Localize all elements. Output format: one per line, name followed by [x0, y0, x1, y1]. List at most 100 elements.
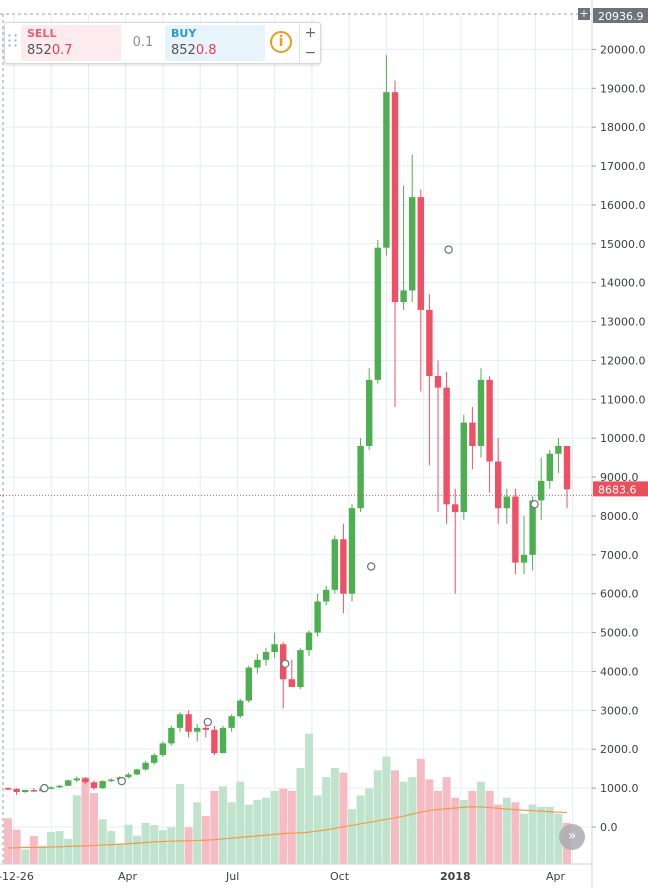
event-marker	[530, 500, 539, 509]
candle-body	[486, 379, 493, 462]
volume-bar	[210, 790, 219, 864]
candle-body	[262, 652, 270, 660]
event-marker	[117, 776, 127, 786]
candle-body	[452, 504, 459, 513]
event-marker	[444, 245, 453, 254]
candle-body	[142, 762, 149, 770]
volume-moving-average	[7, 806, 568, 849]
candle-body	[168, 727, 175, 744]
volume-bar	[124, 824, 133, 864]
price-tick-label: 15000.0	[600, 238, 646, 251]
volume-bar	[98, 819, 107, 864]
increase-button[interactable]: +	[304, 25, 317, 41]
volume-bars	[4, 733, 571, 864]
candle-body	[546, 453, 553, 481]
volume-bar	[554, 813, 563, 864]
volume-bar	[313, 795, 322, 864]
candle-body	[434, 375, 442, 388]
candle-body	[288, 679, 295, 688]
volume-bar	[451, 797, 460, 864]
volume-bar	[115, 843, 124, 864]
sell-price-base: 852	[27, 43, 52, 58]
volume-bar	[4, 818, 12, 864]
volume-bar	[305, 733, 313, 864]
volume-bar	[322, 777, 331, 864]
price-tick-label: 0.0	[600, 821, 618, 834]
volume-bar	[477, 781, 485, 864]
price-tick-label: 3000.0	[600, 704, 639, 717]
candle-body	[219, 727, 227, 754]
candle-body	[520, 554, 528, 563]
volume-bar	[12, 829, 21, 864]
volume-bar	[485, 790, 494, 864]
candle-body	[65, 780, 72, 786]
volume-bar	[270, 790, 279, 864]
volume-bar	[502, 797, 511, 864]
price-tick-label: 14000.0	[600, 277, 646, 290]
price-axis[interactable]: 20000.0 19000.0 18000.0 17000.0 16000.0 15000…	[592, 0, 648, 889]
volume-bar	[459, 800, 468, 864]
volume-bar	[184, 827, 193, 864]
candle-body	[82, 778, 89, 783]
volume-bar	[391, 770, 399, 864]
volume-bar	[296, 768, 305, 864]
buy-button[interactable]: BUY 8520.8	[165, 25, 265, 61]
top-price-label: 20936.9	[598, 10, 644, 23]
drag-handle-icon[interactable]: ∙∙ ∙∙ ∙∙	[7, 31, 20, 50]
price-axis-background	[593, 0, 648, 889]
price-tick-label: 7000.0	[600, 549, 639, 562]
sell-button[interactable]: SELL 8520.7	[21, 25, 121, 61]
volume-bar	[47, 832, 55, 864]
candle-body	[417, 197, 424, 310]
volume-bar	[236, 781, 245, 864]
candle-body	[460, 422, 467, 513]
price-tick-label: 5000.0	[600, 627, 639, 640]
scroll-to-realtime-button[interactable]: »	[559, 824, 585, 850]
volume-bar	[133, 835, 141, 864]
volume-bar	[408, 777, 417, 864]
info-icon[interactable]: i	[270, 31, 292, 53]
price-tick-label: 11000.0	[600, 393, 646, 406]
volume-bar	[494, 804, 503, 864]
add-indicator-icon[interactable]: +	[578, 7, 590, 20]
volume-bar	[399, 781, 408, 864]
candle-body	[314, 601, 321, 633]
volume-bar	[348, 809, 356, 864]
candle-body	[529, 500, 536, 555]
sell-price: 8520.7	[27, 43, 73, 58]
volume-bar	[373, 770, 382, 864]
candle-body	[99, 781, 106, 789]
volume-bar	[416, 758, 425, 864]
buy-price-base: 852	[171, 43, 196, 58]
candle-body	[563, 445, 571, 490]
time-axis[interactable]: -12-26 Apr Jul Oct 2018 Apr	[0, 870, 566, 883]
price-tick-label: 20000.0	[600, 43, 646, 56]
buy-price: 8520.8	[171, 43, 217, 58]
candle-body	[503, 496, 510, 509]
candle-body	[538, 480, 545, 501]
time-tick-label: Oct	[330, 870, 350, 883]
volume-bar	[21, 849, 30, 864]
volume-bar	[511, 802, 520, 864]
buy-price-highlight: 0.8	[195, 43, 217, 58]
candle-body	[237, 700, 244, 717]
price-tick-label: 16000.0	[600, 199, 646, 212]
candle-body	[245, 667, 252, 701]
volume-bar	[81, 777, 90, 864]
volume-bar	[38, 845, 47, 864]
volume-bar	[55, 831, 64, 864]
candle-body	[512, 496, 519, 563]
volume-bar	[382, 756, 391, 864]
volume-bar	[193, 802, 202, 864]
volume-bar	[107, 831, 116, 864]
candle-body	[555, 445, 562, 454]
volume-bar	[158, 830, 167, 864]
candle-body	[13, 788, 20, 793]
quantity-stepper: + −	[299, 23, 321, 63]
volume-bar	[219, 786, 227, 864]
candle-body	[176, 714, 184, 728]
decrease-button[interactable]: −	[304, 45, 317, 61]
candle-body	[426, 309, 433, 376]
price-tick-label: 2000.0	[600, 743, 639, 756]
